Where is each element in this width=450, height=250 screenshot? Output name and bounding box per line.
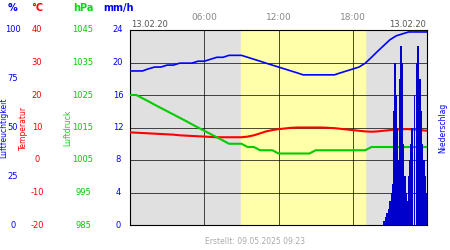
Text: 13.02.20: 13.02.20 xyxy=(131,20,168,29)
Text: 06:00: 06:00 xyxy=(191,13,217,22)
Bar xyxy=(423,160,425,225)
Bar xyxy=(392,184,394,225)
Bar xyxy=(401,95,403,225)
Text: 1025: 1025 xyxy=(72,90,94,100)
Bar xyxy=(407,200,409,225)
Bar xyxy=(425,176,427,225)
Text: 30: 30 xyxy=(32,58,42,67)
Text: Luftdruck: Luftdruck xyxy=(63,109,72,146)
Text: °C: °C xyxy=(31,3,43,13)
Bar xyxy=(393,111,395,225)
Bar xyxy=(400,79,401,225)
Text: 20: 20 xyxy=(32,90,42,100)
Bar xyxy=(420,111,422,225)
Text: Niederschlag: Niederschlag xyxy=(438,102,447,152)
Text: 1005: 1005 xyxy=(72,156,94,164)
Bar xyxy=(398,160,400,225)
Text: 25: 25 xyxy=(8,172,18,181)
Bar xyxy=(389,200,391,225)
Bar xyxy=(416,62,418,225)
Bar xyxy=(426,192,428,225)
Bar xyxy=(410,144,412,225)
Bar xyxy=(414,95,415,225)
Text: Temperatur: Temperatur xyxy=(18,106,27,150)
Bar xyxy=(402,144,404,225)
Text: mm/h: mm/h xyxy=(103,3,133,13)
Text: 50: 50 xyxy=(8,123,18,132)
Bar xyxy=(400,46,402,225)
Text: 0: 0 xyxy=(10,220,16,230)
Bar xyxy=(386,213,388,225)
Text: 13.02.20: 13.02.20 xyxy=(389,20,426,29)
Bar xyxy=(404,176,405,225)
Text: Luftfeuchtigkeit: Luftfeuchtigkeit xyxy=(0,97,9,158)
Bar xyxy=(408,192,410,225)
Text: 8: 8 xyxy=(115,156,121,164)
Text: 75: 75 xyxy=(8,74,18,83)
Bar xyxy=(394,62,396,225)
Text: 1045: 1045 xyxy=(72,26,94,35)
Bar xyxy=(391,192,392,225)
Text: 12:00: 12:00 xyxy=(266,13,292,22)
Text: %: % xyxy=(8,3,18,13)
Text: 4: 4 xyxy=(115,188,121,197)
Bar xyxy=(401,62,403,225)
Text: 1035: 1035 xyxy=(72,58,94,67)
Bar xyxy=(408,176,410,225)
Text: 16: 16 xyxy=(112,90,123,100)
Bar xyxy=(395,95,397,225)
Text: -20: -20 xyxy=(30,220,44,230)
Bar xyxy=(385,217,387,225)
Bar xyxy=(405,192,407,225)
Text: 0: 0 xyxy=(115,220,121,230)
Bar xyxy=(393,160,395,225)
Text: 0: 0 xyxy=(34,156,40,164)
Bar xyxy=(396,128,398,225)
Text: 1015: 1015 xyxy=(72,123,94,132)
Text: 995: 995 xyxy=(75,188,91,197)
Text: -10: -10 xyxy=(30,188,44,197)
Text: 100: 100 xyxy=(5,26,21,35)
Text: Erstellt: 09.05.2025 09:23: Erstellt: 09.05.2025 09:23 xyxy=(205,238,305,246)
Bar xyxy=(419,79,420,225)
Bar xyxy=(417,46,419,225)
Text: 18:00: 18:00 xyxy=(340,13,366,22)
Text: 40: 40 xyxy=(32,26,42,35)
Bar xyxy=(241,30,365,225)
Text: 10: 10 xyxy=(32,123,42,132)
Bar xyxy=(411,128,413,225)
Bar xyxy=(387,209,389,225)
Text: hPa: hPa xyxy=(73,3,93,13)
Text: 12: 12 xyxy=(113,123,123,132)
Bar xyxy=(383,221,385,225)
Text: 985: 985 xyxy=(75,220,91,230)
Bar xyxy=(409,160,411,225)
Text: 24: 24 xyxy=(113,26,123,35)
Text: 20: 20 xyxy=(113,58,123,67)
Bar xyxy=(422,144,423,225)
